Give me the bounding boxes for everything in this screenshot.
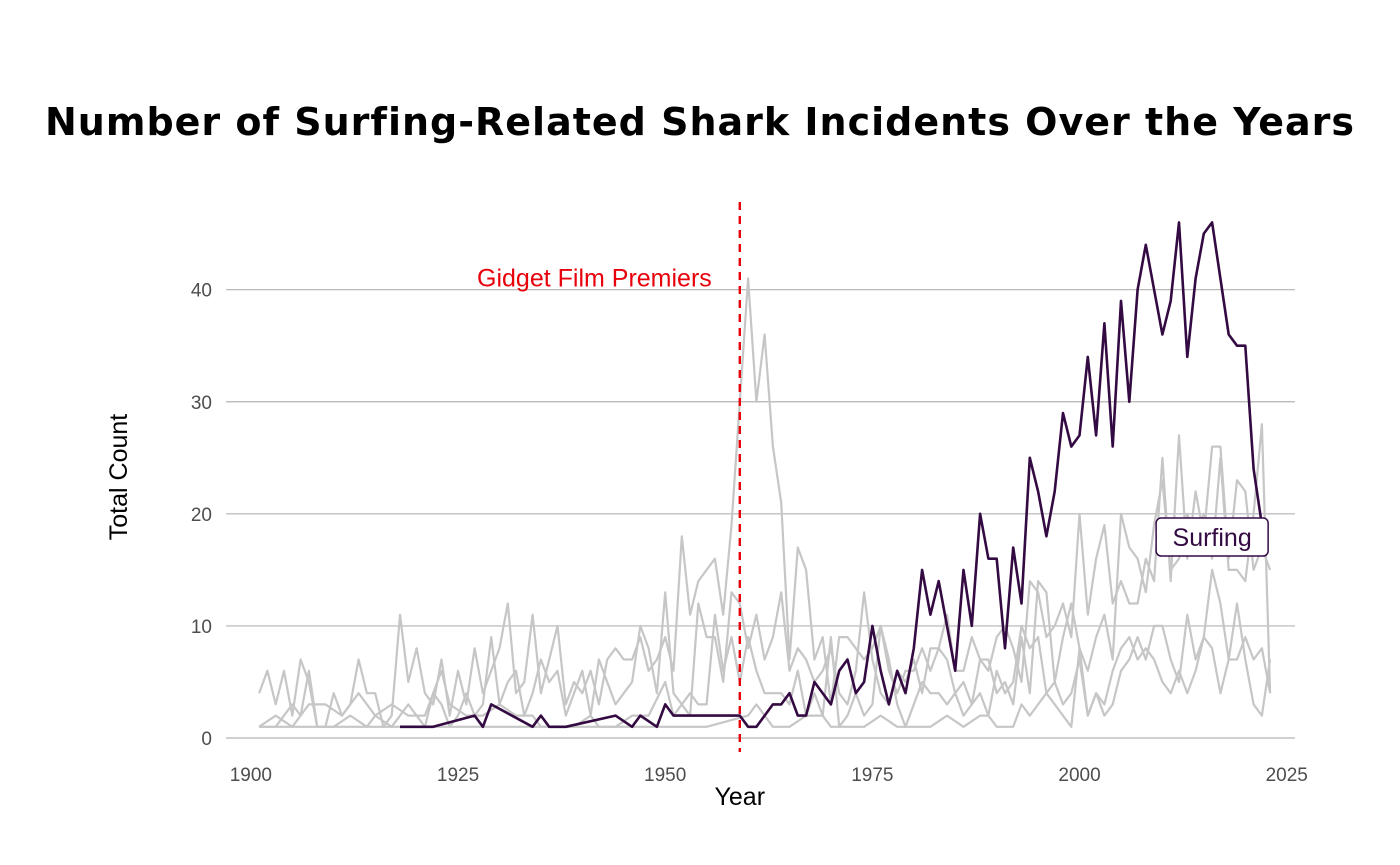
chart-title: Number of Surfing-Related Shark Incident…	[45, 100, 1355, 144]
background-series-line	[259, 613, 1272, 728]
x-tick-label: 1975	[851, 765, 893, 786]
x-tick-label: 2000	[1058, 765, 1100, 786]
surfing-series-line	[400, 221, 1264, 729]
y-axis-title: Total Count	[105, 414, 133, 541]
y-tick-label: 0	[201, 729, 212, 750]
x-tick-label: 1950	[644, 765, 686, 786]
x-tick-label: 1925	[437, 765, 479, 786]
background-series-line	[258, 568, 1272, 728]
x-tick-label: 1900	[230, 765, 272, 786]
gidget-annotation: Gidget Film Premiers	[477, 264, 712, 292]
y-tick-label: 30	[191, 393, 212, 414]
x-tick-label: 2025	[1266, 765, 1308, 786]
y-tick-label: 10	[191, 617, 212, 638]
x-axis-title: Year	[715, 783, 766, 811]
background-series-line	[259, 423, 1272, 728]
surfing-label-box	[1155, 517, 1269, 557]
y-tick-label: 40	[191, 281, 212, 302]
background-series-line	[258, 277, 1272, 728]
y-tick-label: 20	[191, 505, 212, 526]
surfing-label: Surfing	[1173, 524, 1252, 552]
